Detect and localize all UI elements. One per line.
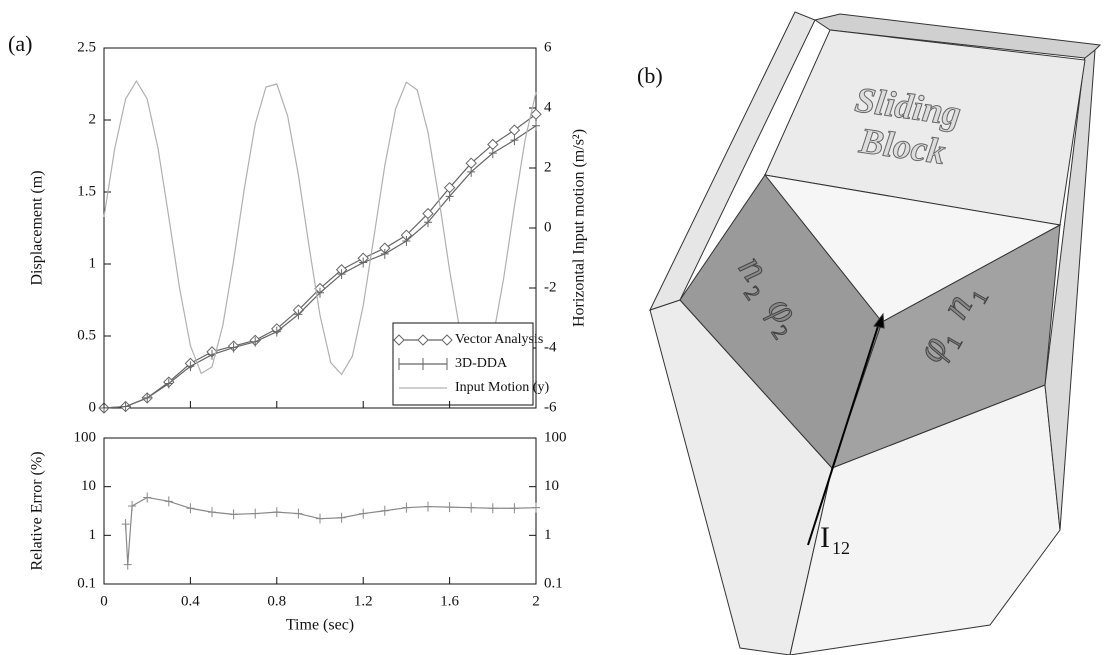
x-tick-label: 0.4 xyxy=(181,593,200,609)
y-tick-label: 1.5 xyxy=(77,183,96,199)
marker xyxy=(359,257,368,268)
marker xyxy=(337,269,346,280)
marker xyxy=(445,502,454,513)
marker xyxy=(467,166,476,177)
marker xyxy=(123,559,132,570)
y-tick-label: 2.5 xyxy=(77,39,96,55)
marker xyxy=(229,509,238,520)
marker xyxy=(121,401,130,412)
y-axis-title: Displacement (m) xyxy=(29,170,46,285)
line-subscript: 12 xyxy=(832,538,850,558)
marker xyxy=(510,503,519,514)
marker xyxy=(508,124,521,136)
marker xyxy=(229,342,238,353)
y2-tick-label: 0.1 xyxy=(544,575,563,591)
marker xyxy=(251,336,260,347)
marker xyxy=(445,191,454,202)
y-tick-label: 1 xyxy=(89,527,97,543)
marker xyxy=(186,361,195,372)
marker xyxy=(272,326,281,337)
legend-label: Vector Analysis xyxy=(455,332,543,347)
marker xyxy=(380,248,389,259)
marker xyxy=(402,235,411,246)
marker xyxy=(488,503,497,514)
y-axis-title: Relative Error (%) xyxy=(29,451,46,570)
marker xyxy=(510,135,519,146)
y-tick-label: 0 xyxy=(89,399,97,415)
marker xyxy=(488,148,497,159)
y2-tick-label: 100 xyxy=(544,429,567,445)
y2-tick-label: -2 xyxy=(544,279,557,295)
marker xyxy=(143,392,152,403)
y-tick-label: 10 xyxy=(81,478,96,494)
legend-label: 3D-DDA xyxy=(455,356,508,371)
x-tick-label: 1.6 xyxy=(440,593,459,609)
marker xyxy=(164,496,173,507)
y2-tick-label: 4 xyxy=(544,99,552,115)
marker xyxy=(359,508,368,519)
y-tick-label: 2 xyxy=(89,111,97,127)
marker xyxy=(467,502,476,513)
x-tick-label: 1.2 xyxy=(354,593,373,609)
y2-tick-label: 10 xyxy=(544,478,559,494)
legend-label: Input Motion (y) xyxy=(455,380,549,395)
x-tick-label: 0 xyxy=(100,593,108,609)
marker xyxy=(143,492,152,503)
marker xyxy=(186,503,195,514)
marker xyxy=(337,512,346,523)
marker xyxy=(294,309,303,320)
legend-marker xyxy=(417,334,429,346)
marker xyxy=(121,519,130,530)
series-line xyxy=(125,496,537,565)
marker xyxy=(208,507,216,518)
sliding-block-illustration xyxy=(649,11,1102,655)
y-tick-label: 0.1 xyxy=(77,575,96,591)
marker xyxy=(316,513,324,524)
marker xyxy=(530,108,542,120)
y-tick-label: 0.5 xyxy=(77,327,96,343)
y2-tick-label: 1 xyxy=(544,527,552,543)
marker xyxy=(532,502,540,513)
y2-axis-title: Horizontal Input motion (m/s²) xyxy=(571,129,588,327)
y-tick-label: 1 xyxy=(89,255,97,271)
marker xyxy=(251,508,260,519)
y-tick-label: 100 xyxy=(74,429,97,445)
marker xyxy=(424,217,432,228)
marker xyxy=(316,287,324,298)
panel-label: (a) xyxy=(8,31,32,56)
x-tick-label: 2 xyxy=(532,593,540,609)
panel-label: (b) xyxy=(637,63,663,88)
y2-tick-label: 0 xyxy=(544,219,552,235)
marker xyxy=(424,501,432,512)
marker xyxy=(294,508,303,519)
arrow-head xyxy=(873,312,885,329)
y2-tick-label: 2 xyxy=(544,159,552,175)
marker xyxy=(272,507,281,518)
marker xyxy=(380,505,389,516)
y2-tick-label: -4 xyxy=(544,339,557,355)
legend-marker xyxy=(441,334,453,346)
intersection-line xyxy=(807,319,881,546)
marker xyxy=(128,501,137,512)
y2-tick-label: 6 xyxy=(544,39,552,55)
x-axis-title: Time (sec) xyxy=(286,617,354,634)
y2-tick-label: -6 xyxy=(544,399,557,415)
marker xyxy=(532,120,540,131)
x-tick-label: 0.8 xyxy=(267,593,286,609)
legend-marker xyxy=(393,334,405,346)
marker xyxy=(402,502,411,513)
line-label: I xyxy=(820,521,830,554)
marker xyxy=(164,378,173,389)
